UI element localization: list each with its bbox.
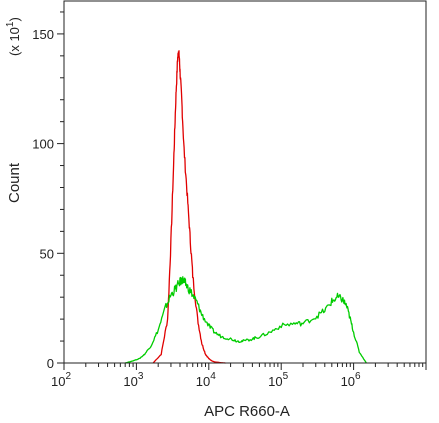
x-tick-label: 102 bbox=[51, 371, 71, 389]
y-multiplier-text: (x 10 bbox=[7, 27, 22, 56]
y-multiplier-label: (x 101) bbox=[5, 17, 22, 56]
series-line-1 bbox=[152, 50, 226, 364]
x-tick-label: 106 bbox=[341, 371, 361, 389]
x-tick-label: 105 bbox=[268, 371, 288, 389]
y-tick-label: 0 bbox=[47, 356, 54, 371]
y-axis-title: Count bbox=[6, 162, 23, 203]
plot-area-frame bbox=[63, 0, 427, 364]
y-multiplier-close: ) bbox=[7, 17, 22, 21]
svg-text:(x 101): (x 101) bbox=[5, 17, 22, 56]
series-line-2 bbox=[125, 276, 367, 364]
y-tick-label: 150 bbox=[32, 27, 54, 42]
y-tick-label: 100 bbox=[32, 137, 54, 152]
y-axis: 0 50 100 150 bbox=[32, 11, 64, 371]
y-multiplier-exponent: 1 bbox=[5, 21, 16, 27]
x-tick-label: 104 bbox=[196, 371, 216, 389]
x-axis-title: APC R660-A bbox=[204, 403, 290, 420]
series-layer bbox=[125, 50, 367, 364]
x-tick-label: 103 bbox=[123, 371, 143, 389]
y-tick-label: 50 bbox=[40, 246, 54, 261]
x-axis: 102 103 104 105 106 bbox=[51, 363, 427, 389]
